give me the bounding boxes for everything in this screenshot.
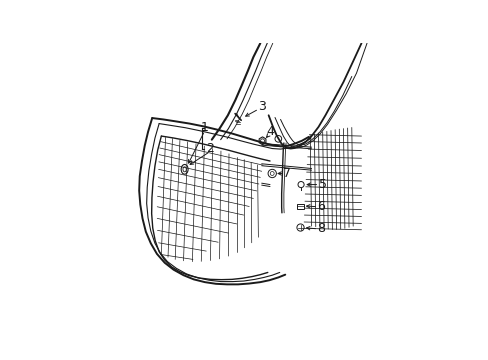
Text: 1: 1 [201, 121, 208, 134]
Text: 4: 4 [265, 125, 273, 138]
Circle shape [267, 169, 276, 177]
Circle shape [297, 181, 304, 188]
FancyBboxPatch shape [296, 204, 304, 209]
Circle shape [260, 139, 264, 143]
Text: 5: 5 [318, 178, 326, 191]
Ellipse shape [181, 165, 188, 174]
Ellipse shape [183, 167, 186, 172]
Text: 2: 2 [206, 142, 214, 155]
Circle shape [274, 135, 281, 142]
Text: 8: 8 [317, 222, 325, 235]
Circle shape [296, 224, 304, 231]
Text: 7: 7 [282, 167, 290, 180]
Circle shape [270, 172, 274, 175]
Text: 3: 3 [257, 100, 265, 113]
Text: 6: 6 [317, 200, 325, 213]
